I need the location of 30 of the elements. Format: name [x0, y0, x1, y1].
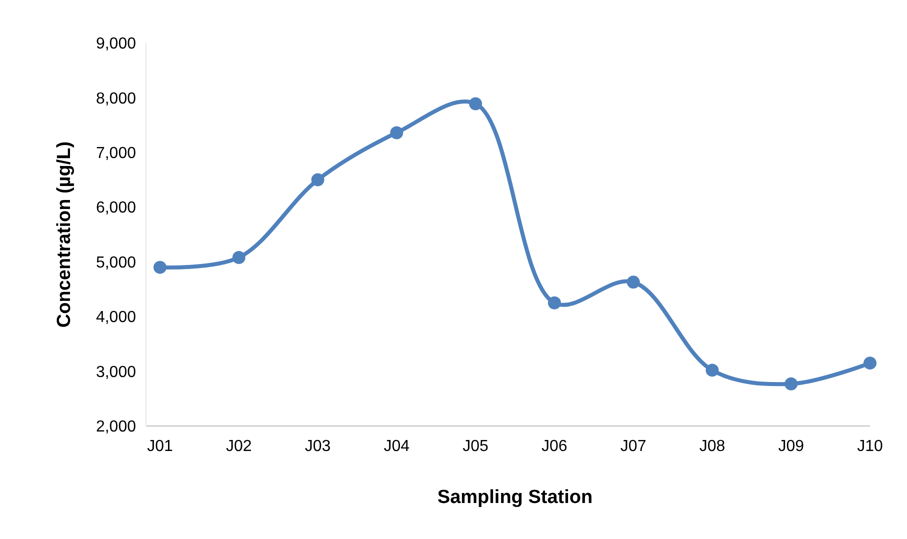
y-tick-label: 7,000: [96, 145, 136, 162]
point: [232, 250, 246, 264]
y-tick-label: 6,000: [96, 200, 136, 217]
point: [469, 97, 482, 110]
y-axis-title: Concentration (µg/L): [54, 141, 75, 328]
x-tick-label: J02: [226, 438, 252, 455]
x-tick-label: J01: [147, 438, 173, 455]
x-tick-label: J05: [462, 438, 489, 455]
x-tick-label: J04: [384, 438, 410, 455]
y-tick-label: 9,000: [96, 36, 136, 53]
point: [311, 173, 324, 186]
y-tick-label: 8,000: [96, 90, 136, 108]
x-tick-label: J09: [778, 438, 804, 455]
x-axis-title: Sampling Station: [437, 487, 593, 508]
x-tick-label: J07: [620, 438, 646, 455]
point: [706, 364, 719, 377]
point: [154, 260, 166, 274]
y-tick-label: 3,000: [96, 364, 136, 381]
y-tick-label: 5,000: [96, 254, 136, 272]
point: [548, 296, 561, 310]
x-tick-label: J06: [542, 438, 568, 455]
point: [864, 356, 876, 370]
point: [390, 126, 404, 140]
point: [626, 276, 640, 289]
x-tick-label: J10: [857, 438, 883, 455]
x-tick-label: J08: [699, 438, 726, 455]
y-tick-label: 2,000: [96, 418, 136, 436]
x-tick-label: J03: [304, 438, 331, 455]
point: [784, 377, 798, 390]
y-tick-label: 4,000: [96, 309, 136, 326]
